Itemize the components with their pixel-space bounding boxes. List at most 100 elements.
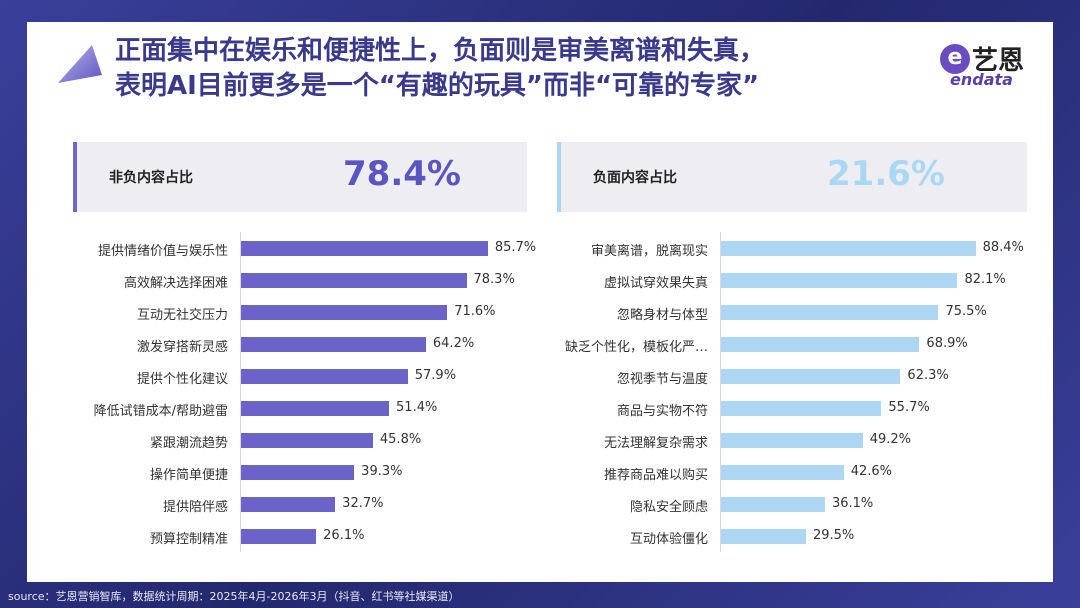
category-label: 操作简单便捷 — [149, 468, 228, 483]
category-label: 互动体验僵化 — [629, 532, 708, 547]
negative-bar-row: 审美离谱，脱离现实 88.4% — [540, 232, 1040, 264]
positive-bar — [241, 401, 390, 416]
category-label: 预算控制精准 — [149, 532, 228, 547]
positive-bar — [241, 369, 408, 384]
value-label: 85.7% — [494, 240, 537, 255]
value-label: 39.3% — [361, 464, 403, 479]
value-label: 36.1% — [831, 496, 874, 511]
category-label: 忽视季节与温度 — [616, 372, 708, 387]
category-label: 激发穿搭新灵感 — [136, 340, 228, 355]
positive-bar — [241, 241, 488, 256]
value-label: 32.7% — [342, 496, 384, 511]
positive-bar-row: 预算控制精准 26.1% — [60, 520, 540, 552]
positive-bar-row: 紧跟潮流趋势 45.8% — [60, 424, 540, 456]
value-label: 45.8% — [379, 432, 422, 447]
category-label: 提供陪伴感 — [162, 500, 228, 515]
category-label: 降低试错成本/帮助避雷 — [93, 404, 228, 419]
value-label: 26.1% — [323, 528, 365, 543]
positive-bar — [241, 433, 373, 448]
value-label: 64.2% — [432, 336, 475, 351]
positive-bar-row: 提供个性化建议 57.9% — [60, 360, 540, 392]
value-label: 78.3% — [473, 272, 515, 287]
negative-bar-row: 无法理解复杂需求 49.2% — [540, 424, 1040, 456]
negative-header: 负面内容占比 21.6% — [557, 142, 1027, 212]
category-label: 提供情绪价值与娱乐性 — [97, 244, 228, 259]
positive-bar-row: 激发穿搭新灵感 64.2% — [60, 328, 540, 360]
positive-bar — [241, 497, 336, 512]
negative-header-value: 21.6% — [827, 154, 945, 194]
category-label: 隐私安全顾虑 — [629, 500, 708, 515]
logo-cn: 艺恩 — [972, 46, 1025, 76]
negative-bar-row: 商品与实物不符 55.7% — [540, 392, 1040, 424]
page-title: 正面集中在娱乐和便捷性上，负面则是审美离谱和失真， 表明AI目前更多是一个“有趣… — [115, 34, 915, 104]
negative-header-label: 负面内容占比 — [593, 170, 677, 186]
negative-bar-row: 推荐商品难以购买 42.6% — [540, 456, 1040, 488]
negative-bar — [721, 273, 958, 288]
negative-bar — [721, 497, 825, 512]
value-label: 42.6% — [850, 464, 892, 479]
negative-bar-row: 忽略身材与体型 75.5% — [540, 296, 1040, 328]
negative-bar-chart: 审美离谱，脱离现实 88.4% 虚拟试穿效果失真 82.1% 忽略身材与体型 75.5% 缺… — [540, 232, 1040, 552]
logo-mark-icon: e — [940, 44, 970, 74]
value-label: 29.5% — [812, 528, 855, 543]
positive-bar — [241, 337, 426, 352]
category-label: 审美离谱，脱离现实 — [590, 244, 708, 259]
negative-bar — [721, 433, 863, 448]
positive-bar-row: 提供情绪价值与娱乐性 85.7% — [60, 232, 540, 264]
negative-bar — [721, 337, 920, 352]
category-label: 无法理解复杂需求 — [603, 436, 708, 451]
category-label: 忽略身材与体型 — [616, 308, 708, 323]
slide-card — [27, 22, 1053, 582]
category-label: 互动无社交压力 — [136, 308, 228, 323]
title-line-1: 正面集中在娱乐和便捷性上，负面则是审美离谱和失真， — [115, 36, 766, 66]
positive-bar-row: 互动无社交压力 71.6% — [60, 296, 540, 328]
value-label: 55.7% — [888, 400, 930, 415]
positive-header-label: 非负内容占比 — [109, 170, 193, 186]
negative-bar-row: 缺乏个性化，模板化严… 68.9% — [540, 328, 1040, 360]
negative-bar — [721, 241, 976, 256]
positive-bar-row: 操作简单便捷 39.3% — [60, 456, 540, 488]
positive-bar-row: 高效解决选择困难 78.3% — [60, 264, 540, 296]
positive-bar-row: 提供陪伴感 32.7% — [60, 488, 540, 520]
positive-bar-row: 降低试错成本/帮助避雷 51.4% — [60, 392, 540, 424]
category-label: 高效解决选择困难 — [123, 276, 228, 291]
value-label: 75.5% — [945, 304, 987, 319]
value-label: 68.9% — [926, 336, 968, 351]
value-label: 57.9% — [414, 368, 457, 383]
negative-bar-row: 虚拟试穿效果失真 82.1% — [540, 264, 1040, 296]
negative-bar — [721, 529, 806, 544]
negative-bar-row: 忽视季节与温度 62.3% — [540, 360, 1040, 392]
positive-header: 非负内容占比 78.4% — [73, 142, 527, 212]
value-label: 82.1% — [964, 272, 1006, 287]
category-label: 缺乏个性化，模板化严… — [564, 340, 708, 355]
positive-bar — [241, 305, 448, 320]
category-label: 虚拟试穿效果失真 — [603, 276, 708, 291]
value-label: 51.4% — [396, 400, 438, 415]
triangle-decoration-icon — [58, 45, 102, 83]
value-label: 49.2% — [869, 432, 911, 447]
endata-logo: e 艺恩 endata — [940, 40, 1040, 90]
positive-axis-line — [240, 232, 241, 552]
negative-bar — [721, 465, 844, 480]
negative-bar-row: 互动体验僵化 29.5% — [540, 520, 1040, 552]
negative-bar — [721, 369, 901, 384]
category-label: 紧跟潮流趋势 — [149, 436, 228, 451]
category-label: 商品与实物不符 — [616, 404, 708, 419]
value-label: 71.6% — [454, 304, 496, 319]
positive-bar — [241, 273, 467, 288]
positive-bar — [241, 465, 355, 480]
negative-bar — [721, 305, 939, 320]
category-label: 推荐商品难以购买 — [603, 468, 708, 483]
negative-axis-line — [720, 232, 721, 552]
value-label: 62.3% — [907, 368, 949, 383]
category-label: 提供个性化建议 — [136, 372, 228, 387]
positive-bar-chart: 提供情绪价值与娱乐性 85.7% 高效解决选择困难 78.3% 互动无社交压力 71.6%… — [60, 232, 540, 552]
positive-header-value: 78.4% — [343, 154, 461, 194]
negative-bar-row: 隐私安全顾虑 36.1% — [540, 488, 1040, 520]
source-note: source：艺恩营销智库，数据统计周期：2025年4月-2026年3月（抖音、… — [8, 590, 460, 603]
negative-bar — [721, 401, 882, 416]
logo-en: endata — [950, 70, 1013, 89]
positive-bar — [241, 529, 317, 544]
value-label: 88.4% — [982, 240, 1024, 255]
title-line-2: 表明AI目前更多是一个“有趣的玩具”而非“可靠的专家” — [115, 71, 760, 101]
